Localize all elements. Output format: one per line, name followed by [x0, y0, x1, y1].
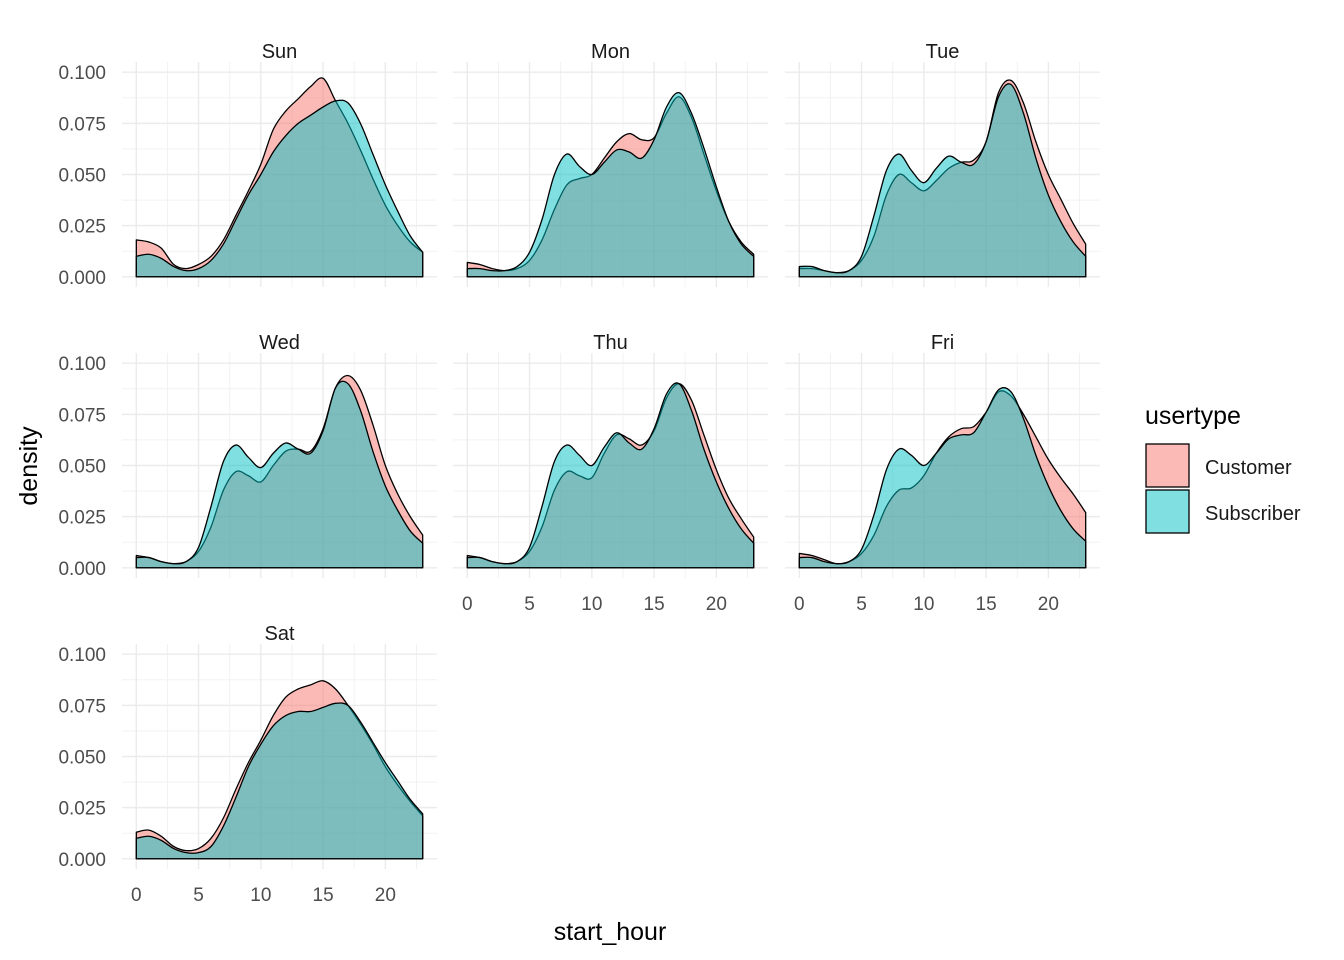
y-tick-label: 0.050 — [58, 748, 106, 769]
y-tick-label: 0.000 — [58, 559, 106, 580]
y-axis-title: density — [15, 426, 43, 506]
strip-label-wed: Wed — [259, 332, 300, 354]
x-tick-label: 20 — [706, 594, 727, 615]
y-tick-label: 0.075 — [58, 696, 106, 717]
density-area-subscriber-fri — [798, 387, 1087, 569]
strip-label-sat: Sat — [264, 623, 294, 645]
density-area-subscriber-sat — [135, 702, 424, 860]
panels-layer: Sun 0.000 0.025 0.050 0.075 0.100 Mon Tue Wed 0.0… — [58, 41, 1100, 906]
legend-label-subscriber: Subscriber — [1205, 503, 1301, 525]
panel-sun: Sun 0.000 0.025 0.050 0.075 0.100 — [58, 41, 437, 289]
panel-fri: Fri 0 5 10 15 20 — [785, 332, 1100, 615]
x-tick-label: 5 — [524, 594, 535, 615]
x-tick-label: 5 — [193, 885, 204, 906]
x-tick-label: 0 — [131, 885, 142, 906]
y-tick-label: 0.000 — [58, 268, 106, 289]
density-area-subscriber-mon — [466, 92, 755, 278]
y-tick-label: 0.025 — [58, 799, 106, 820]
panel-wed: Wed 0.000 0.025 0.050 0.075 0.100 — [58, 332, 437, 580]
x-tick-label: 15 — [976, 594, 997, 615]
x-tick-label: 0 — [462, 594, 473, 615]
panel-mon: Mon — [453, 41, 768, 287]
y-tick-label: 0.025 — [58, 508, 106, 529]
x-axis-title: start_hour — [554, 918, 667, 946]
panel-tue: Tue — [785, 41, 1100, 287]
x-tick-label: 15 — [313, 885, 334, 906]
legend-key-customer — [1145, 443, 1190, 488]
y-tick-label: 0.100 — [58, 354, 106, 375]
legend: usertype Customer Subscriber — [1145, 402, 1301, 534]
strip-label-mon: Mon — [591, 41, 630, 63]
y-tick-label: 0.025 — [58, 217, 106, 238]
strip-label-sun: Sun — [262, 41, 298, 63]
y-tick-label: 0.075 — [58, 405, 106, 426]
panel-thu: Thu 0 5 10 15 20 — [453, 332, 768, 615]
y-tick-label: 0.050 — [58, 166, 106, 187]
legend-entries: Customer Subscriber — [1145, 443, 1301, 534]
legend-label-customer: Customer — [1205, 457, 1292, 479]
y-tick-label: 0.100 — [58, 63, 106, 84]
legend-title: usertype — [1145, 402, 1241, 430]
panel-sat: Sat 0.000 0.025 0.050 0.075 0.100 0 5 10 15 20 — [58, 623, 437, 906]
density-area-subscriber-wed — [135, 380, 424, 569]
density-area-subscriber-thu — [466, 382, 755, 569]
legend-key-subscriber — [1145, 489, 1190, 534]
strip-label-thu: Thu — [593, 332, 627, 354]
x-tick-label: 5 — [856, 594, 867, 615]
density-area-subscriber-sun — [135, 99, 424, 278]
y-tick-label: 0.100 — [58, 645, 106, 666]
x-tick-label: 20 — [375, 885, 396, 906]
x-tick-label: 0 — [794, 594, 805, 615]
strip-label-fri: Fri — [931, 332, 954, 354]
y-tick-label: 0.000 — [58, 850, 106, 871]
x-tick-label: 10 — [250, 885, 271, 906]
x-tick-label: 10 — [913, 594, 934, 615]
x-tick-label: 10 — [581, 594, 602, 615]
y-tick-label: 0.075 — [58, 114, 106, 135]
y-tick-label: 0.050 — [58, 457, 106, 478]
x-tick-label: 20 — [1038, 594, 1059, 615]
density-area-subscriber-tue — [798, 83, 1087, 278]
strip-label-tue: Tue — [926, 41, 960, 63]
x-tick-label: 15 — [644, 594, 665, 615]
